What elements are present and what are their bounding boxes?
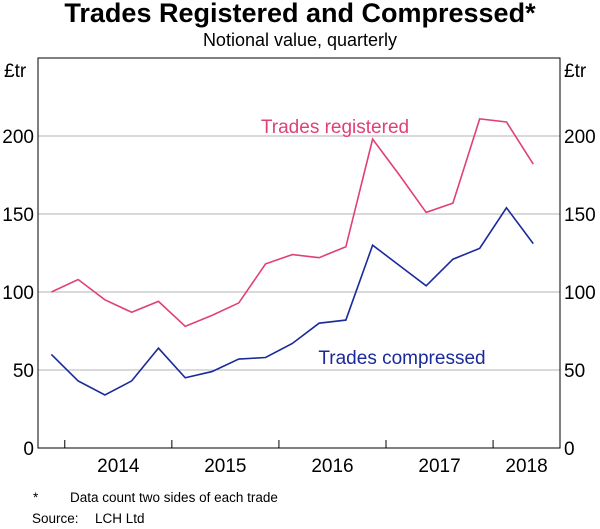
chart-subtitle: Notional value, quarterly — [203, 30, 397, 50]
x-tick-label: 2018 — [505, 456, 547, 477]
series-line-compressed — [50, 206, 534, 396]
footnote-marker: * — [33, 490, 39, 505]
axis-ticks: 0 0 50 50 100 100 150 150 200 200 2014 2015 2016 2017… — [2, 127, 595, 477]
x-tick-label: 2014 — [97, 456, 140, 477]
series-line-registered — [51, 117, 534, 328]
y-tick-label-right: 50 — [564, 361, 585, 382]
grid-lines — [38, 135, 560, 371]
y-tick-label-right: 200 — [564, 127, 596, 148]
y-unit-left: £tr — [4, 61, 27, 82]
source-label: Source: — [32, 511, 79, 526]
y-tick-label-right: 150 — [564, 205, 596, 226]
x-tick-label: 2016 — [311, 456, 353, 477]
series-lines — [50, 117, 534, 396]
plot-frame — [37, 57, 561, 449]
footnote-text: Data count two sides of each trade — [70, 490, 278, 505]
y-tick-label-left: 200 — [2, 127, 34, 148]
y-tick-label-left: 50 — [13, 361, 34, 382]
x-tick-label: 2015 — [204, 456, 246, 477]
y-tick-label-right: 0 — [564, 439, 575, 460]
chart-title: Trades Registered and Compressed* — [64, 0, 536, 28]
y-tick-label-right: 100 — [564, 283, 596, 304]
series-label-registered: Trades registered — [261, 117, 409, 138]
x-tick-label: 2017 — [418, 456, 460, 477]
source-text: LCH Ltd — [95, 511, 145, 526]
y-unit-right: £tr — [564, 61, 587, 82]
y-tick-label-left: 0 — [23, 439, 34, 460]
series-label-compressed: Trades compressed — [318, 348, 485, 369]
y-tick-label-left: 100 — [2, 283, 34, 304]
y-tick-label-left: 150 — [2, 205, 34, 226]
